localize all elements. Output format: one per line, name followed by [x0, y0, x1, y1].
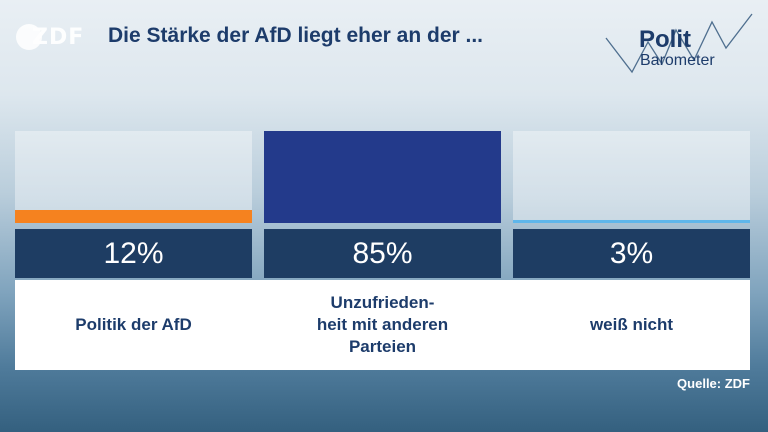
zdf-logo-text: ZDF — [32, 25, 85, 50]
bar-2 — [264, 131, 501, 223]
value-label-1: 12% — [15, 229, 252, 278]
bar-column-3: 3% — [513, 131, 750, 278]
politbarometer-logo: Polit Barometer — [604, 12, 754, 78]
category-label-panel: Politik der AfD Unzufrieden- heit mit an… — [15, 280, 750, 370]
category-label-3: weiß nicht — [589, 315, 674, 334]
bar-3 — [513, 220, 750, 223]
bar-column-2: 85% — [264, 131, 501, 278]
brand-word-barometer: Barometer — [640, 52, 715, 69]
bar-1 — [15, 210, 252, 223]
bar-track-3 — [513, 131, 750, 223]
value-label-2: 85% — [264, 229, 501, 278]
politbarometer-zigzag-icon — [605, 13, 753, 74]
zdf-logo-circle-icon — [16, 24, 42, 50]
brand-word-polit: Polit — [639, 26, 691, 53]
value-label-3: 3% — [513, 229, 750, 278]
category-label-1: Politik der AfD — [75, 315, 192, 334]
source-note: Quelle: ZDF — [677, 376, 750, 391]
category-label-2: Unzufrieden- heit mit anderen Parteien — [316, 293, 449, 356]
bar-column-1: 12% — [15, 131, 252, 278]
bar-track-2 — [264, 131, 501, 223]
bar-track-1 — [15, 131, 252, 223]
chart-title: Die Stärke der AfD liegt eher an der ... — [108, 24, 484, 47]
zdf-logo: ZDF — [16, 22, 83, 52]
